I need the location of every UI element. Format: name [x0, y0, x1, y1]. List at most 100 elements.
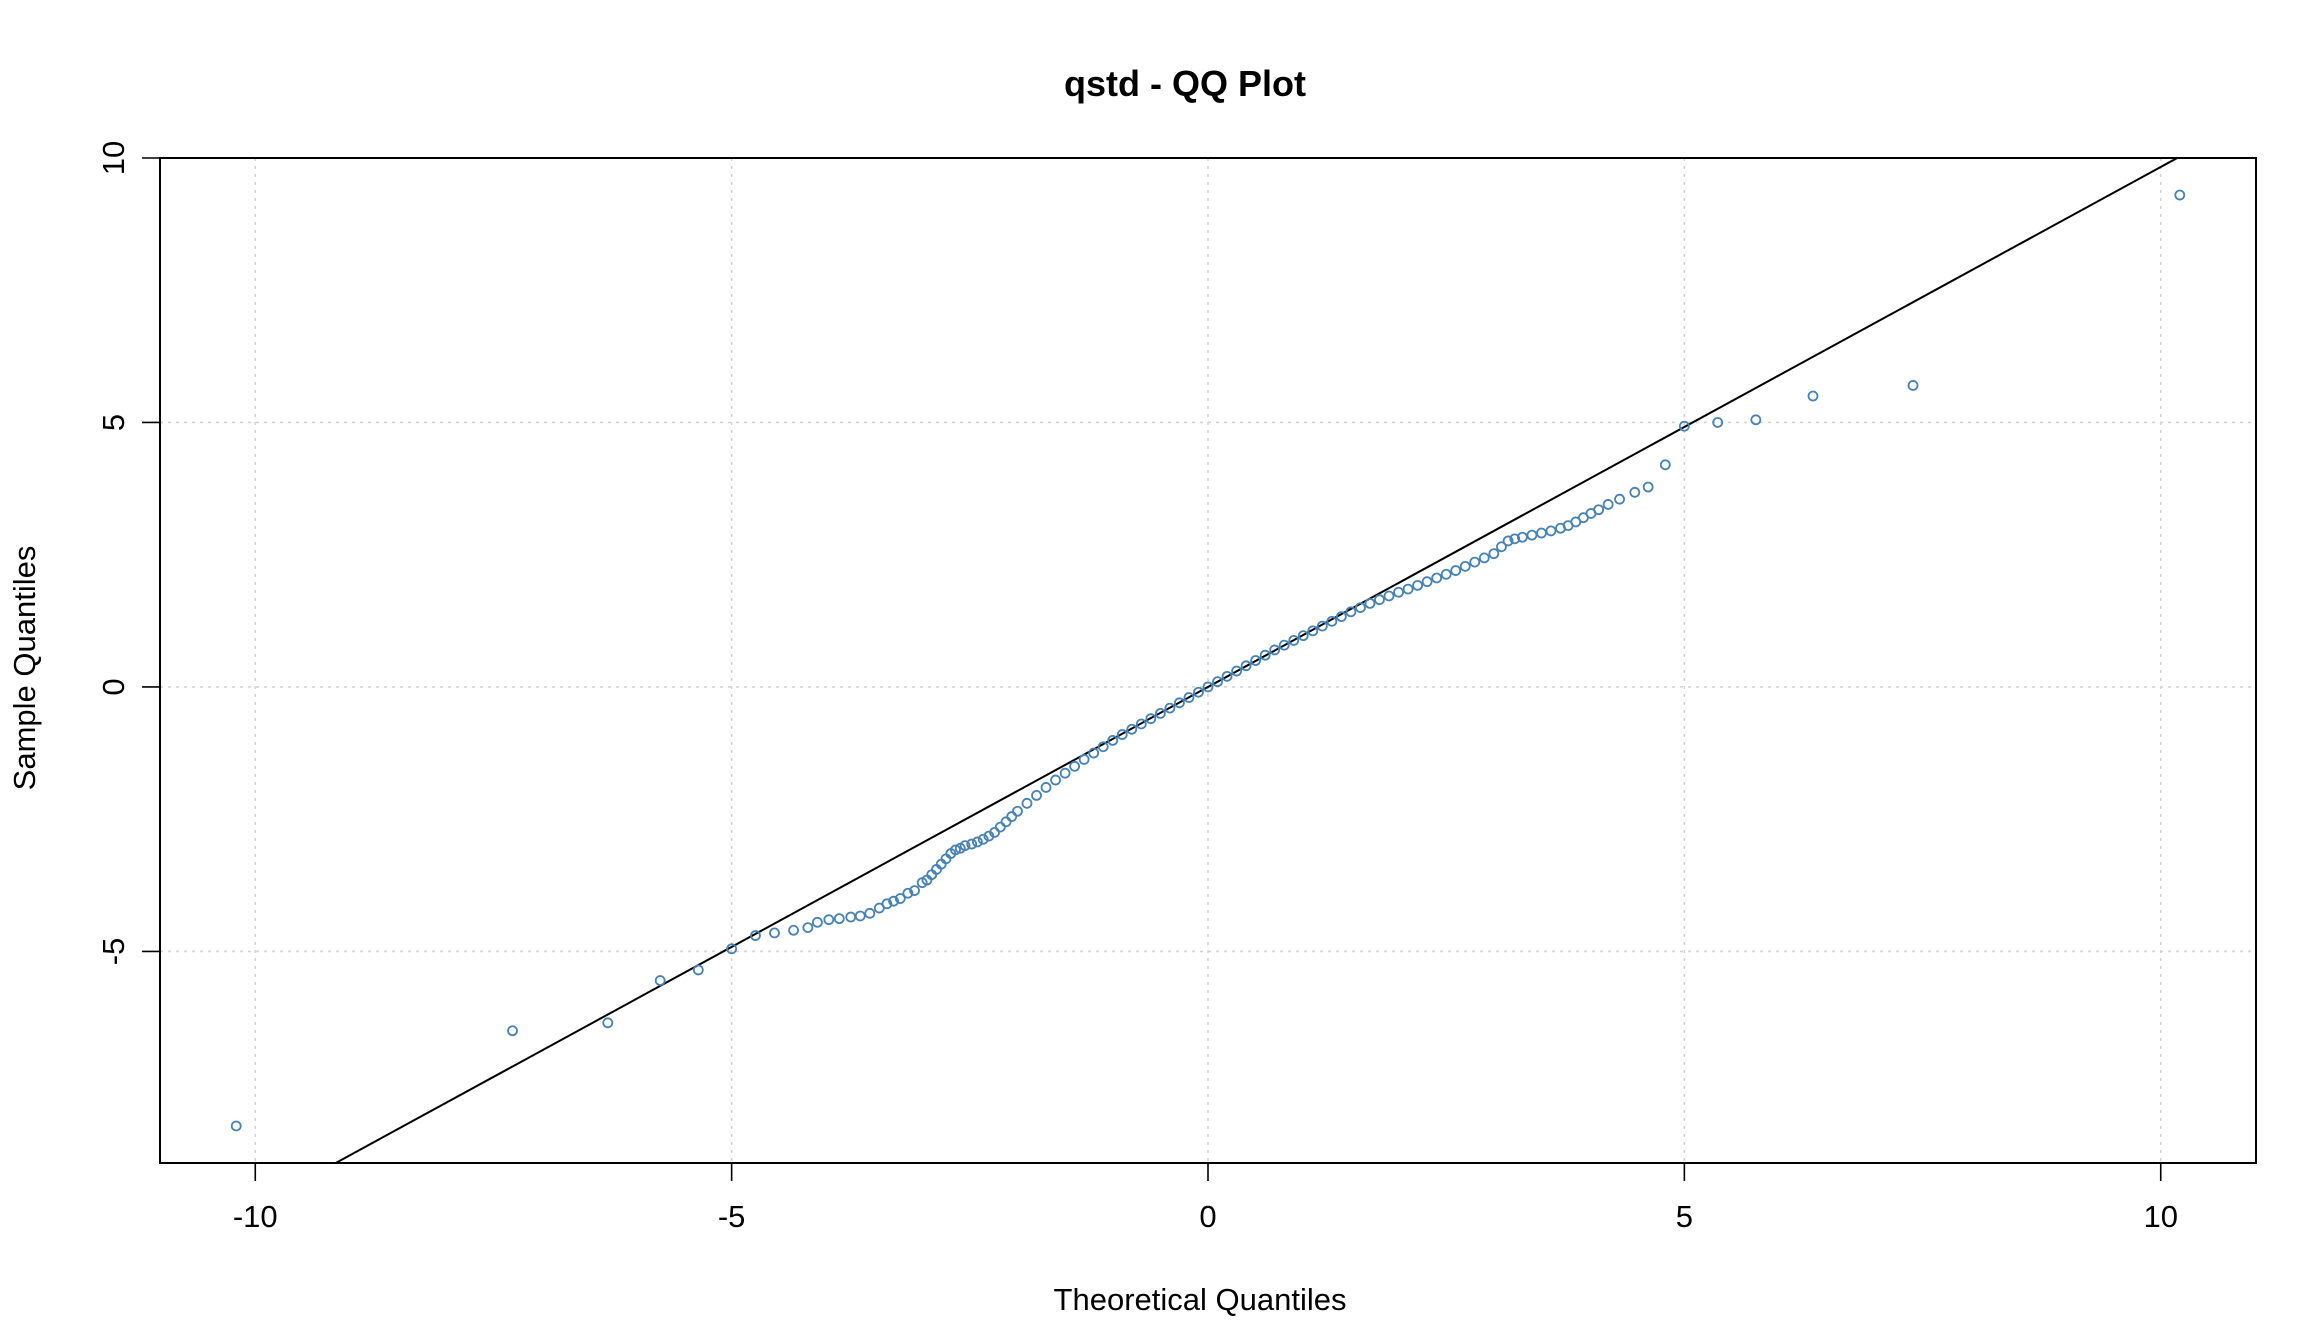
data-point-0-65	[1250, 655, 1262, 666]
data-point-0-109	[1678, 420, 1690, 432]
y-axis-title: Sample Quantiles	[7, 546, 42, 791]
data-point-0-63	[1231, 665, 1242, 677]
data-point-0-64	[1240, 660, 1252, 672]
data-points	[230, 189, 2186, 1132]
data-point-0-86	[1450, 565, 1462, 576]
data-point-0-104	[1602, 499, 1614, 510]
data-point-0-55	[1154, 707, 1166, 719]
data-point-0-97	[1545, 525, 1557, 537]
data-point-0-93	[1509, 533, 1521, 545]
data-point-0-41	[1021, 797, 1033, 809]
data-point-0-2	[602, 1017, 614, 1029]
data-point-0-10	[811, 916, 823, 928]
data-point-0-17	[881, 898, 893, 910]
data-point-0-3	[654, 975, 666, 986]
x-tick-label-2: 0	[1199, 1199, 1216, 1234]
data-point-0-78	[1374, 594, 1385, 606]
data-point-0-45	[1059, 767, 1071, 779]
data-point-0-32	[966, 838, 978, 850]
data-point-0-82	[1412, 579, 1423, 591]
data-point-0-70	[1297, 630, 1309, 642]
data-point-0-72	[1316, 620, 1328, 632]
data-point-0-69	[1288, 635, 1300, 646]
data-point-0-49	[1097, 741, 1109, 753]
reference-line	[335, 157, 2178, 1164]
y-tick-label-2: 5	[96, 414, 131, 431]
data-point-0-110	[1712, 417, 1724, 428]
data-point-0-12	[833, 913, 845, 925]
data-point-0-39	[1006, 811, 1018, 822]
x-tick-label-3: 5	[1676, 1199, 1693, 1234]
data-point-0-37	[994, 821, 1006, 833]
data-point-0-9	[802, 922, 814, 934]
data-point-0-51	[1116, 729, 1128, 740]
data-point-0-94	[1517, 531, 1528, 543]
data-point-0-7	[769, 927, 780, 939]
data-point-0-15	[864, 907, 876, 919]
data-point-0-105	[1614, 493, 1625, 505]
data-point-0-19	[894, 893, 906, 904]
data-point-0-68	[1278, 639, 1290, 651]
data-point-0-75	[1345, 606, 1357, 618]
data-point-0-79	[1383, 590, 1395, 602]
data-point-0-92	[1502, 535, 1514, 547]
data-point-0-60	[1202, 681, 1214, 693]
data-point-0-4	[692, 964, 704, 976]
data-point-0-90	[1488, 548, 1500, 560]
plot-frame	[159, 157, 2257, 1164]
y-axis: -5 0 5 10	[96, 141, 160, 965]
data-point-0-6	[750, 930, 761, 941]
data-point-0-36	[989, 827, 1000, 838]
data-point-0-71	[1307, 625, 1319, 637]
data-point-0-66	[1259, 649, 1271, 661]
x-tick-label-1: -5	[718, 1199, 746, 1234]
x-tick-label-4: 10	[2143, 1199, 2177, 1234]
data-point-0-53	[1135, 718, 1147, 730]
data-point-0-47	[1078, 754, 1090, 765]
data-point-0-111	[1750, 414, 1762, 426]
data-point-0-74	[1335, 611, 1347, 622]
data-point-0-81	[1402, 583, 1414, 595]
data-point-0-113	[1907, 380, 1919, 391]
x-axis: -10 -5 0 5 10	[233, 1163, 2178, 1234]
data-point-0-73	[1326, 615, 1338, 627]
data-point-0-77	[1364, 597, 1376, 609]
data-point-0-1	[507, 1025, 518, 1037]
data-point-0-20	[902, 887, 914, 899]
data-point-0-13	[845, 911, 857, 923]
data-point-0-48	[1088, 747, 1100, 759]
data-point-0-52	[1126, 723, 1138, 735]
data-point-0-91	[1496, 541, 1507, 553]
data-point-0-40	[1012, 805, 1023, 817]
x-axis-title: Theoretical Quantiles	[1054, 1282, 1347, 1317]
data-point-0-67	[1269, 644, 1281, 656]
data-point-0-44	[1050, 774, 1061, 786]
data-point-0-80	[1393, 586, 1404, 598]
data-point-0-43	[1040, 782, 1052, 793]
data-point-0-57	[1174, 697, 1185, 709]
data-point-0-5	[726, 943, 738, 955]
data-point-0-61	[1212, 676, 1223, 688]
y-tick-label-0: -5	[96, 938, 131, 966]
data-point-0-62	[1221, 670, 1233, 682]
data-point-0-21	[909, 885, 920, 896]
grid-lines	[160, 157, 2256, 1163]
data-point-0-96	[1536, 527, 1547, 539]
data-point-0-89	[1478, 552, 1490, 564]
data-point-0-58	[1183, 692, 1195, 703]
data-point-0-106	[1629, 486, 1641, 498]
data-point-0-88	[1469, 556, 1481, 568]
data-point-0-50	[1107, 734, 1119, 746]
data-point-0-34	[977, 833, 989, 845]
y-tick-label-1: 0	[96, 678, 131, 695]
y-tick-label-3: 10	[96, 141, 131, 175]
data-point-0-87	[1459, 560, 1471, 572]
data-point-0-14	[854, 910, 866, 922]
data-point-0-107	[1642, 481, 1654, 493]
data-point-0-33	[972, 836, 983, 848]
data-point-0-42	[1031, 789, 1042, 801]
data-point-0-85	[1440, 568, 1452, 580]
data-point-0-18	[888, 895, 899, 907]
data-point-0-46	[1069, 760, 1081, 772]
